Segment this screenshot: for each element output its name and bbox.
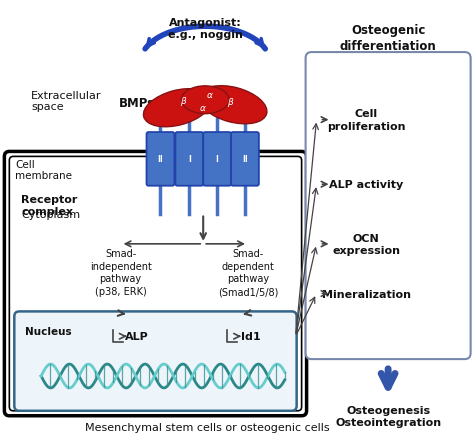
Text: α: α [207,91,213,100]
FancyBboxPatch shape [203,133,231,186]
FancyBboxPatch shape [306,53,471,359]
Ellipse shape [199,86,267,124]
Text: Cell
proliferation: Cell proliferation [327,109,405,131]
Text: Receptor
complex: Receptor complex [21,195,78,216]
Text: II: II [242,155,248,163]
Ellipse shape [144,89,211,127]
Text: Nucleus: Nucleus [25,327,72,336]
Text: ALP activity: ALP activity [329,180,403,190]
Text: II: II [157,155,164,163]
Text: BMPs: BMPs [119,97,155,110]
FancyBboxPatch shape [146,133,174,186]
Text: Cytoplasm: Cytoplasm [21,209,81,219]
Text: I: I [188,155,191,163]
Text: Smad-
independent
pathway
(p38, ERK): Smad- independent pathway (p38, ERK) [90,248,152,297]
Text: Osteogenic
differentiation: Osteogenic differentiation [340,24,437,53]
FancyBboxPatch shape [14,312,297,411]
FancyBboxPatch shape [175,133,203,186]
Text: β: β [181,97,186,106]
Text: Extracellular
space: Extracellular space [31,91,102,112]
FancyBboxPatch shape [231,133,259,186]
Text: I: I [216,155,219,163]
Text: ALP: ALP [125,332,148,342]
Text: Osteogenesis
Osteointegration: Osteogenesis Osteointegration [335,405,441,427]
Ellipse shape [182,87,229,114]
Text: Smad-
dependent
pathway
(Smad1/5/8): Smad- dependent pathway (Smad1/5/8) [218,248,278,297]
Text: Id1: Id1 [241,332,261,342]
Text: Cell
membrane: Cell membrane [15,159,73,181]
Text: Mesenchymal stem cells or osteogenic cells: Mesenchymal stem cells or osteogenic cel… [85,422,329,432]
Text: α: α [199,104,205,113]
Text: OCN
expression: OCN expression [332,233,400,255]
Text: Mineralization: Mineralization [322,289,411,299]
Text: Antagonist:
e.g., noggin: Antagonist: e.g., noggin [168,18,243,40]
Text: β: β [227,98,233,107]
FancyBboxPatch shape [4,152,307,416]
